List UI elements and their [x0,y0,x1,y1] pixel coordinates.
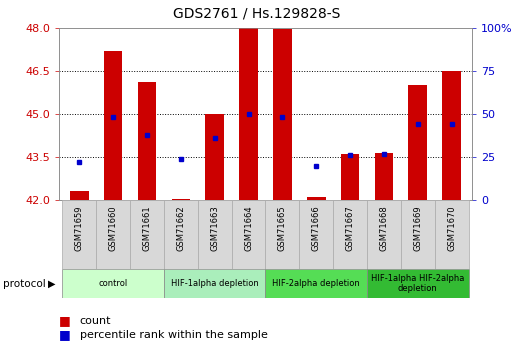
Text: ▶: ▶ [48,279,55,289]
Bar [130,200,164,269]
Bar [164,269,266,298]
Bar [63,269,164,298]
Bar [367,200,401,269]
Text: GSM71662: GSM71662 [176,206,185,251]
Bar [171,199,190,200]
Text: GSM71664: GSM71664 [244,206,253,251]
Text: GSM71666: GSM71666 [312,206,321,252]
Text: percentile rank within the sample: percentile rank within the sample [80,330,267,339]
Text: GSM71665: GSM71665 [278,206,287,251]
Text: GSM71668: GSM71668 [380,206,388,252]
Bar [401,200,435,269]
Text: HIF-1alpha HIF-2alpha
depletion: HIF-1alpha HIF-2alpha depletion [371,274,464,294]
Text: ■: ■ [59,314,71,327]
Bar [266,200,299,269]
Text: GDS2761 / Hs.129828-S: GDS2761 / Hs.129828-S [173,7,340,21]
Bar [435,200,468,269]
Text: HIF-2alpha depletion: HIF-2alpha depletion [272,279,360,288]
Bar [307,197,326,200]
Bar [205,114,224,200]
Bar [273,29,292,200]
Bar [63,200,96,269]
Bar [164,200,198,269]
Text: GSM71669: GSM71669 [413,206,422,251]
Bar [70,191,89,200]
Text: protocol: protocol [3,279,45,289]
Text: ■: ■ [59,328,71,341]
Text: control: control [98,279,128,288]
Text: GSM71660: GSM71660 [109,206,117,251]
Text: GSM71661: GSM71661 [143,206,151,251]
Bar [408,85,427,200]
Text: GSM71670: GSM71670 [447,206,456,251]
Text: count: count [80,316,111,326]
Bar [266,269,367,298]
Bar [341,154,360,200]
Text: GSM71663: GSM71663 [210,206,219,252]
Bar [198,200,232,269]
Bar [104,51,123,200]
Text: GSM71667: GSM71667 [346,206,354,252]
Bar [367,269,468,298]
Bar [137,82,156,200]
Bar [333,200,367,269]
Bar [442,71,461,200]
Bar [299,200,333,269]
Text: HIF-1alpha depletion: HIF-1alpha depletion [171,279,259,288]
Bar [96,200,130,269]
Bar [232,200,266,269]
Bar [374,152,393,200]
Bar [239,28,258,200]
Text: GSM71659: GSM71659 [75,206,84,251]
